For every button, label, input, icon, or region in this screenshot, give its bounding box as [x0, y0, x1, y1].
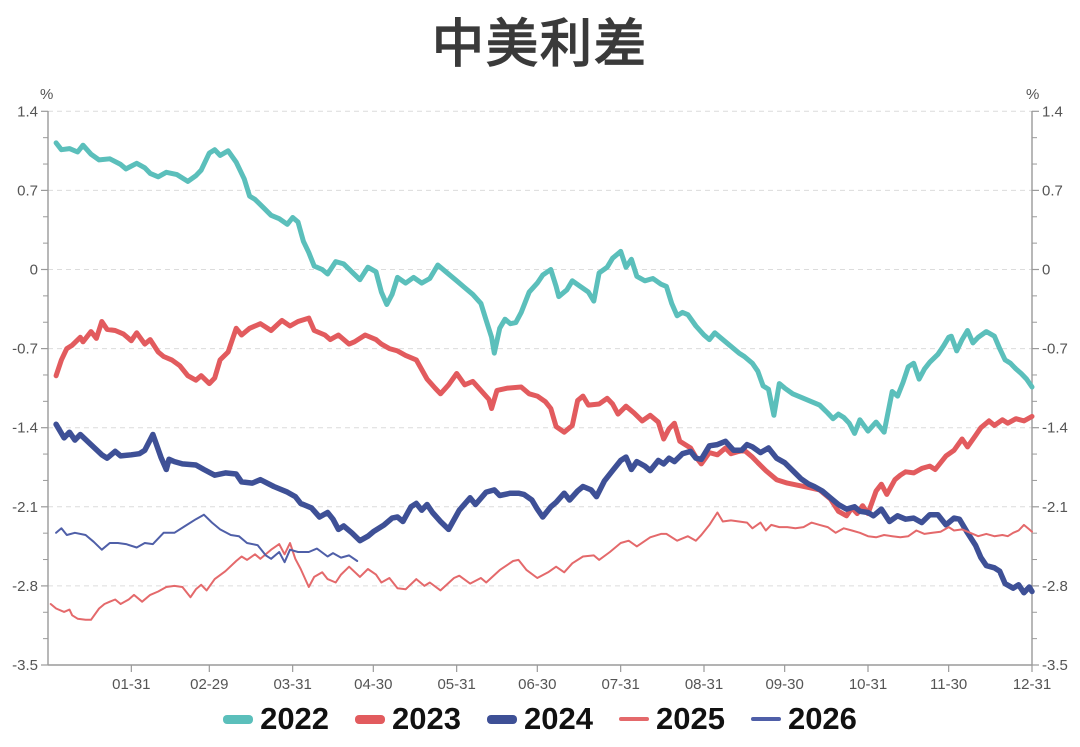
- y-axis-label-left: 1.4: [17, 103, 38, 120]
- x-axis-label: 01-31: [112, 676, 150, 693]
- series-line-2026: [55, 513, 359, 564]
- x-axis-label: 03-31: [273, 676, 311, 693]
- legend-label-2025: 2025: [655, 701, 725, 736]
- y-axis-label-right: 1.4: [1042, 103, 1063, 120]
- legend-item-2026[interactable]: 2026: [750, 701, 857, 737]
- series-line-2024: [53, 421, 1035, 596]
- y-axis-label-left: -1.4: [12, 420, 38, 437]
- legend-swatch-2022: [223, 714, 254, 724]
- x-axis-label: 07-31: [601, 676, 639, 693]
- x-axis-label: 10-31: [849, 676, 887, 693]
- series-line-2023: [53, 315, 1035, 519]
- x-axis-label: 12-31: [1013, 676, 1051, 693]
- legend-swatch-2023: [355, 714, 386, 724]
- y-axis-label-right: -2.8: [1042, 578, 1068, 595]
- x-axis-label: 02-29: [190, 676, 228, 693]
- series-line-2022: [53, 140, 1035, 436]
- y-axis-label-right: -1.4: [1042, 420, 1068, 437]
- legend-swatch-2024: [487, 714, 518, 724]
- y-axis-unit-right: %: [1026, 86, 1040, 103]
- chart-legend: 2022 2023 2024 2025 2026: [0, 694, 1080, 744]
- legend-item-2024[interactable]: 2024: [487, 701, 593, 737]
- x-axis-label: 06-30: [518, 676, 556, 693]
- x-axis-label: 09-30: [765, 676, 803, 693]
- x-axis-label: 04-30: [354, 676, 392, 693]
- y-axis-label-left: -3.5: [12, 657, 38, 674]
- x-axis-label: 11-30: [930, 676, 967, 693]
- y-axis-label-left: -0.7: [12, 341, 38, 358]
- series-line-2025: [49, 511, 1033, 621]
- y-axis-label-right: -2.1: [1042, 499, 1068, 516]
- legend-item-2025[interactable]: 2025: [618, 701, 725, 737]
- x-axis-label: 08-31: [685, 676, 723, 693]
- chart-title: 中美利差: [431, 16, 648, 74]
- legend-item-2022[interactable]: 2022: [223, 701, 329, 737]
- y-axis-label-right: 0: [1042, 262, 1050, 279]
- legend-label-2024: 2024: [524, 701, 593, 736]
- legend-label-2023: 2023: [392, 701, 462, 736]
- legend-label-2026: 2026: [787, 701, 857, 736]
- legend-label-2022: 2022: [260, 701, 330, 736]
- y-axis-label-left: -2.8: [12, 578, 38, 595]
- legend-item-2023[interactable]: 2023: [355, 701, 461, 737]
- y-axis-unit-left: %: [40, 86, 54, 103]
- y-axis-label-left: 0: [30, 262, 38, 279]
- y-axis-label-right: -0.7: [1042, 341, 1068, 358]
- y-axis-label-right: 0.7: [1042, 182, 1063, 199]
- legend-swatch-2026: [750, 717, 781, 721]
- y-axis-label-right: -3.5: [1042, 657, 1068, 674]
- x-axis-label: 05-31: [437, 676, 475, 693]
- y-axis-label-left: 0.7: [17, 182, 38, 199]
- y-axis-label-left: -2.1: [12, 499, 38, 516]
- legend-swatch-2025: [618, 717, 649, 721]
